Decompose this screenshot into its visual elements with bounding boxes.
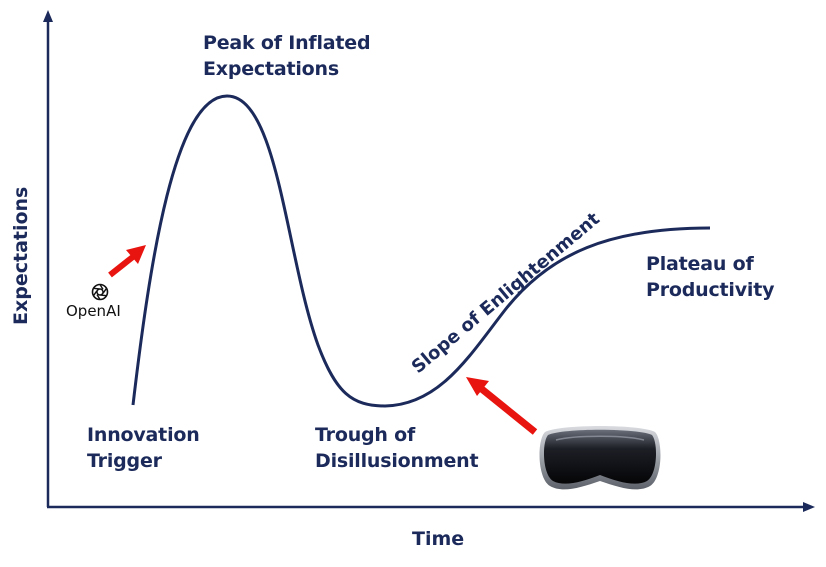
- y-axis-title: Expectations: [10, 187, 32, 325]
- openai-logo-text: OpenAI: [66, 302, 121, 320]
- innovation-trigger-label: Innovation Trigger: [87, 422, 200, 474]
- trough-label: Trough of Disillusionment: [315, 422, 479, 474]
- peak-label-line2: Expectations: [203, 58, 339, 80]
- y-axis-arrowhead: [43, 10, 53, 22]
- plateau-label-line1: Plateau of: [646, 253, 754, 275]
- innovation-trigger-line2: Trigger: [87, 450, 162, 472]
- openai-arrow: [108, 245, 146, 278]
- peak-label-line1: Peak of Inflated: [203, 32, 371, 54]
- slope-label: Slope of Enlightenment: [408, 208, 604, 378]
- trough-label-line2: Disillusionment: [315, 450, 479, 472]
- trough-label-line1: Trough of: [315, 424, 416, 446]
- innovation-trigger-line1: Innovation: [87, 424, 200, 446]
- plateau-label-line2: Productivity: [646, 279, 775, 301]
- hype-curve: [131, 94, 711, 408]
- plateau-label: Plateau of Productivity: [646, 251, 775, 303]
- openai-logo-icon: [91, 283, 109, 301]
- x-axis-title: Time: [412, 528, 464, 550]
- peak-label: Peak of Inflated Expectations: [203, 30, 371, 82]
- vr-headset-icon: [539, 426, 661, 490]
- headset-arrow: [466, 377, 538, 435]
- x-axis-arrowhead: [803, 502, 815, 512]
